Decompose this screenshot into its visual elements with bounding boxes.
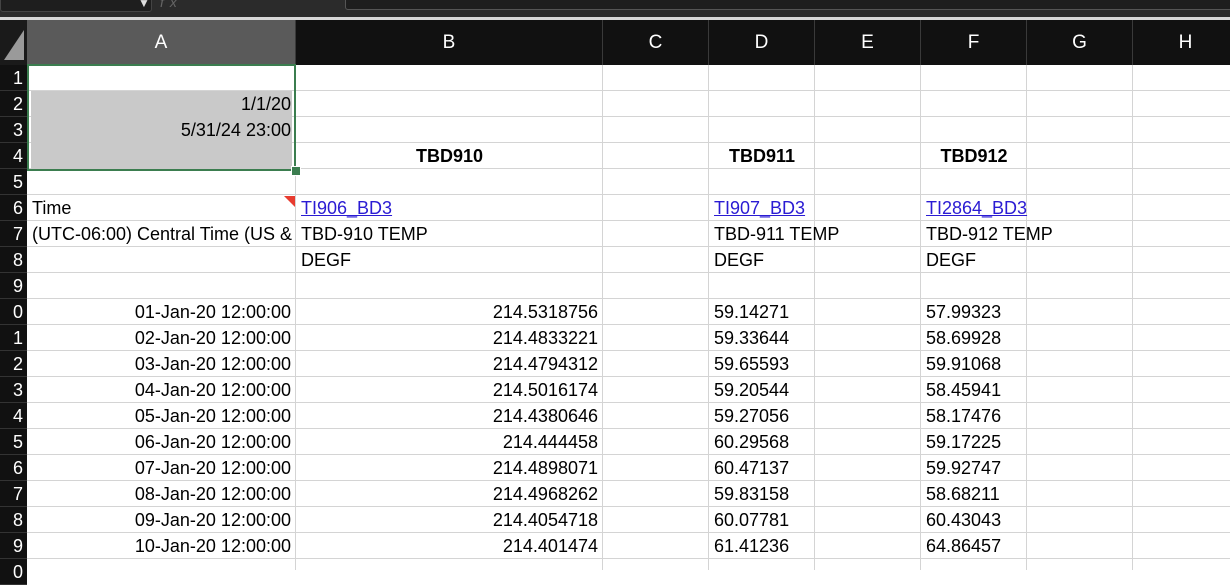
cell-time[interactable]: 09-Jan-20 12:00:00 [134,510,291,530]
cell-b8[interactable]: DEGF [301,250,352,270]
select-all-button[interactable] [0,20,27,65]
cell-tbd910-value[interactable]: 214.4968262 [492,484,598,504]
cell-b6-link[interactable]: TI906_BD3 [301,198,393,218]
cell-tbd910-value[interactable]: 214.4833221 [492,328,598,348]
cell-tbd910-value[interactable]: 214.5318756 [492,302,598,322]
comment-indicator-icon[interactable] [284,196,295,207]
column-header-c[interactable]: C [603,20,709,65]
cell-grid[interactable] [27,65,1230,570]
cell-tbd912-value[interactable]: 64.86457 [926,536,1002,556]
cell-tbd910-value[interactable]: 214.401474 [502,536,598,556]
cell-tbd911-value[interactable]: 61.41236 [714,536,790,556]
cell-tbd910-value[interactable]: 214.4380646 [492,406,598,426]
row-header-1[interactable]: 1 [0,65,27,91]
cell-time[interactable]: 10-Jan-20 12:00:00 [134,536,291,556]
cell-time[interactable]: 07-Jan-20 12:00:00 [134,458,291,478]
formula-bar: ▼ fx [0,0,1230,20]
cell-tbd912-value[interactable]: 59.91068 [926,354,1002,374]
cell-tbd911-value[interactable]: 59.20544 [714,380,790,400]
row-header-12[interactable]: 2 [0,351,27,377]
row-header-3[interactable]: 3 [0,117,27,143]
row-header-17[interactable]: 7 [0,481,27,507]
row-header-8[interactable]: 8 [0,247,27,273]
cell-tbd911-value[interactable]: 59.65593 [714,354,790,374]
cell-tbd910-value[interactable]: 214.4794312 [492,354,598,374]
row-header-18[interactable]: 8 [0,507,27,533]
row-header-9[interactable]: 9 [0,273,27,299]
cell-tbd910-value[interactable]: 214.4054718 [492,510,598,530]
cell-time[interactable]: 01-Jan-20 12:00:00 [134,302,291,322]
row-header-10[interactable]: 0 [0,299,27,325]
cell-tbd911-value[interactable]: 59.14271 [714,302,790,322]
cell-tbd912-value[interactable]: 58.69928 [926,328,1002,348]
cell-time[interactable]: 03-Jan-20 12:00:00 [134,354,291,374]
cell-tbd911-value[interactable]: 60.07781 [714,510,790,530]
cell-a6[interactable]: Time [32,198,72,218]
cell-d8[interactable]: DEGF [714,250,765,270]
row-header-19[interactable]: 9 [0,533,27,559]
cell-f8[interactable]: DEGF [926,250,977,270]
cell-tbd912-value[interactable]: 57.99323 [926,302,1002,322]
column-header-bar: A B C D E F G H [0,20,1230,65]
cell-tbd910-value[interactable]: 214.4898071 [492,458,598,478]
column-header-a[interactable]: A [27,20,296,65]
cell-tbd911-value[interactable]: 59.33644 [714,328,790,348]
cell-tbd910-value[interactable]: 214.444458 [502,432,598,452]
column-header-d[interactable]: D [709,20,815,65]
column-header-e[interactable]: E [815,20,921,65]
column-header-b[interactable]: B [296,20,603,65]
name-box[interactable] [0,0,152,12]
select-all-icon [4,30,24,60]
cell-a2[interactable]: 1/1/20 [240,94,291,114]
cell-tbd911-value[interactable]: 59.27056 [714,406,790,426]
row-header-2[interactable]: 2 [0,91,27,117]
column-header-f[interactable]: F [921,20,1027,65]
formula-input[interactable] [345,0,1230,10]
cell-time[interactable]: 04-Jan-20 12:00:00 [134,380,291,400]
column-header-h[interactable]: H [1133,20,1230,65]
row-header-15[interactable]: 5 [0,429,27,455]
cell-time[interactable]: 02-Jan-20 12:00:00 [134,328,291,348]
cell-tbd912-value[interactable]: 59.17225 [926,432,1002,452]
cell-time[interactable]: 05-Jan-20 12:00:00 [134,406,291,426]
row-header-6[interactable]: 6 [0,195,27,221]
row-header-14[interactable]: 4 [0,403,27,429]
cell-d6-link[interactable]: TI907_BD3 [714,198,806,218]
row-header-20[interactable]: 0 [0,559,27,585]
row-header-16[interactable]: 6 [0,455,27,481]
row-header-5[interactable]: 5 [0,169,27,195]
row-header-7[interactable]: 7 [0,221,27,247]
cell-tbd911-value[interactable]: 60.29568 [714,432,790,452]
cell-a3-fill [31,117,292,143]
cell-tbd912-value[interactable]: 60.43043 [926,510,1002,530]
toolbar-divider [0,17,1230,20]
cell-a4-fill [31,143,292,169]
cell-tbd911-value[interactable]: 60.47137 [714,458,790,478]
cell-f4[interactable]: TBD912 [940,146,1008,166]
cell-d7[interactable]: TBD-911 TEMP [714,224,840,244]
cell-b4[interactable]: TBD910 [415,146,484,166]
cell-tbd912-value[interactable]: 58.68211 [926,484,1000,504]
row-header-11[interactable]: 1 [0,325,27,351]
cell-tbd912-value[interactable]: 58.45941 [926,380,1002,400]
cell-d4[interactable]: TBD911 [728,146,796,166]
cell-tbd912-value[interactable]: 58.17476 [926,406,1002,426]
cell-tbd910-value[interactable]: 214.5016174 [492,380,598,400]
cell-f6-link[interactable]: TI2864_BD3 [926,198,1028,218]
row-header-4[interactable]: 4 [0,143,27,169]
cell-b7[interactable]: TBD-910 TEMP [301,224,428,244]
cell-a2-fill [31,91,292,117]
fx-icon: fx [160,0,183,10]
cell-a3[interactable]: 5/31/24 23:00 [180,120,291,140]
cell-a7[interactable]: (UTC-06:00) Central Time (US & Canada) [32,224,296,244]
cell-f7[interactable]: TBD-912 TEMP [926,224,1053,244]
chevron-down-icon[interactable]: ▼ [138,0,150,10]
row-header-13[interactable]: 3 [0,377,27,403]
cell-tbd911-value[interactable]: 59.83158 [714,484,790,504]
cell-time[interactable]: 08-Jan-20 12:00:00 [134,484,291,504]
cell-time[interactable]: 06-Jan-20 12:00:00 [134,432,291,452]
fill-handle[interactable] [291,166,301,176]
column-header-g[interactable]: G [1027,20,1133,65]
cell-tbd912-value[interactable]: 59.92747 [926,458,1002,478]
